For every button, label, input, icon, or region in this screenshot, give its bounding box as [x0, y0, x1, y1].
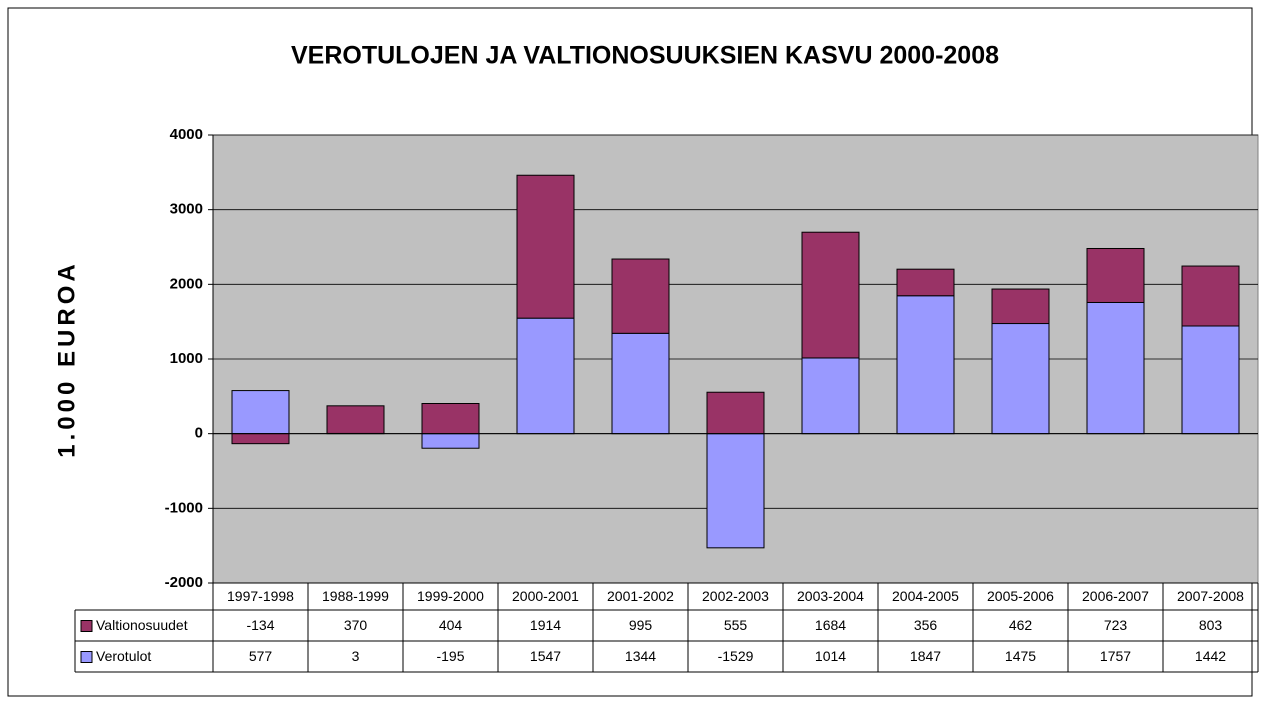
x-tick-label: 1999-2000 [417, 588, 484, 604]
legend-label: Verotulot [96, 648, 151, 664]
bar [516, 317, 575, 435]
x-tick-label: 2001-2002 [607, 588, 674, 604]
table-value: 995 [629, 617, 653, 633]
bar [516, 174, 575, 319]
table-value: 577 [249, 648, 273, 664]
x-tick-label: 2007-2008 [1177, 588, 1244, 604]
bar [1181, 265, 1240, 327]
x-tick-label: 2004-2005 [892, 588, 959, 604]
table-value: 1914 [530, 617, 561, 633]
table-value: 3 [352, 648, 360, 664]
y-tick-label: 0 [195, 425, 203, 442]
x-tick-label: 2006-2007 [1082, 588, 1149, 604]
bar [421, 433, 480, 449]
bar [991, 288, 1050, 325]
chart-title: VEROTULOJEN JA VALTIONOSUUKSIEN KASVU 20… [291, 42, 999, 70]
table-value: 555 [724, 617, 748, 633]
x-tick-label: 2005-2006 [987, 588, 1054, 604]
y-tick-label: 3000 [170, 201, 203, 218]
table-value: 723 [1104, 617, 1128, 633]
table-value: -134 [246, 617, 274, 633]
table-value: 1684 [815, 617, 846, 633]
bar [231, 433, 290, 445]
table-value: -1529 [718, 648, 754, 664]
table-value: 1475 [1005, 648, 1036, 664]
bar [801, 357, 860, 435]
x-tick-label: 2000-2001 [512, 588, 579, 604]
y-tick-label: 4000 [170, 126, 203, 143]
bar [611, 258, 670, 334]
bar [706, 433, 765, 549]
table-value: 462 [1009, 617, 1033, 633]
table-value: 803 [1199, 617, 1223, 633]
bar [991, 323, 1050, 435]
bar [896, 295, 955, 435]
bar [231, 390, 290, 435]
bar [326, 405, 385, 434]
table-value: 370 [344, 617, 368, 633]
x-tick-label: 2003-2004 [797, 588, 864, 604]
x-tick-label: 2002-2003 [702, 588, 769, 604]
legend-swatch [80, 651, 93, 663]
table-value: 1547 [530, 648, 561, 664]
bar [1086, 301, 1145, 435]
y-tick-label: 2000 [170, 275, 203, 292]
table-value: 404 [439, 617, 463, 633]
bar [421, 403, 480, 435]
table-value: 1847 [910, 648, 941, 664]
bar [1086, 247, 1145, 303]
bar [611, 332, 670, 435]
legend-label: Valtionosuudet [96, 617, 188, 633]
x-tick-label: 1997-1998 [227, 588, 294, 604]
bar [706, 391, 765, 435]
y-tick-label: 1000 [170, 350, 203, 367]
bar [896, 268, 955, 297]
x-tick-label: 1988-1999 [322, 588, 389, 604]
bar [1181, 325, 1240, 435]
table-value: 1442 [1195, 648, 1226, 664]
y-tick-label: -2000 [165, 574, 203, 591]
legend-swatch [80, 620, 93, 632]
table-value: 1757 [1100, 648, 1131, 664]
table-value: 1014 [815, 648, 846, 664]
bar [801, 231, 860, 359]
y-axis-label: 1.000 EUROA [53, 260, 80, 457]
table-value: 356 [914, 617, 938, 633]
table-value: -195 [436, 648, 464, 664]
table-value: 1344 [625, 648, 656, 664]
y-tick-label: -1000 [165, 499, 203, 516]
